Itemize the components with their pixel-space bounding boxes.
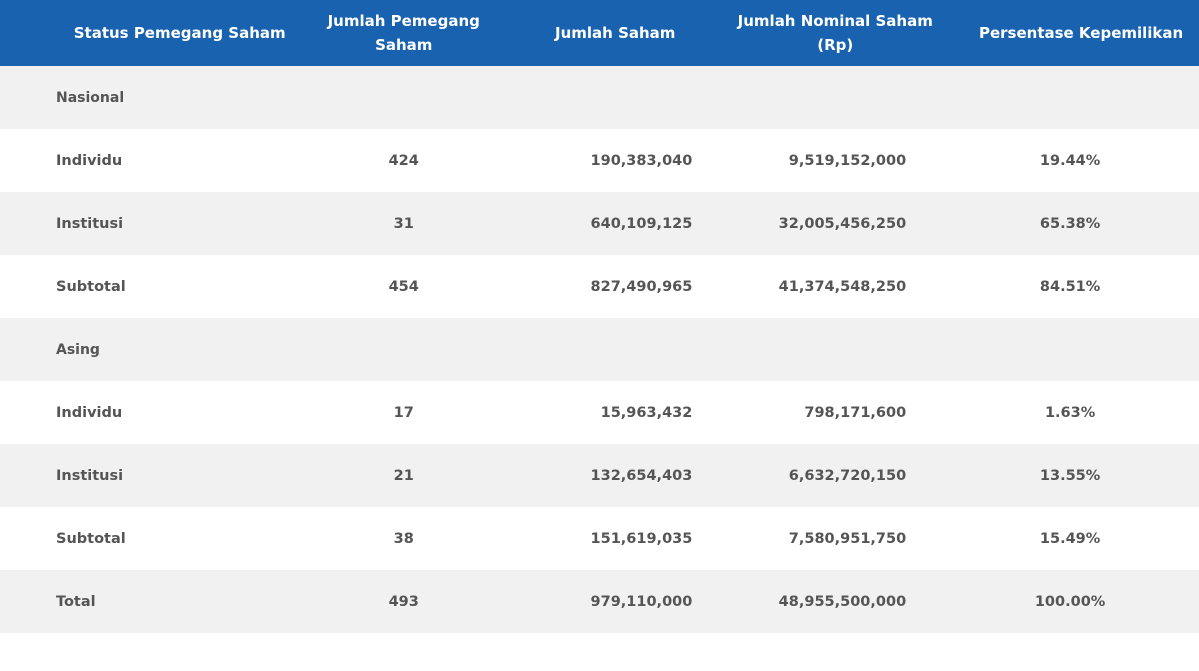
nominal-cell: 48,955,500,000 [778, 593, 907, 610]
percent-cell [953, 318, 1199, 381]
status-cell: Institusi [56, 215, 124, 232]
nominal-cell [712, 66, 953, 129]
shareholder-table: Status Pemegang Saham Jumlah Pemegang Sa… [0, 0, 1199, 633]
shares-cell: 15,963,432 [600, 404, 693, 421]
percent-cell: 1.63% [1044, 404, 1096, 421]
shares-cell: 979,110,000 [590, 593, 693, 610]
holders-cell: 21 [393, 467, 414, 484]
percent-cell: 65.38% [1039, 215, 1101, 232]
nominal-cell: 32,005,456,250 [778, 215, 907, 232]
shares-cell [498, 66, 712, 129]
nominal-cell: 6,632,720,150 [788, 467, 907, 484]
nominal-cell: 7,580,951,750 [788, 530, 907, 547]
table-row: Subtotal 38 151,619,035 7,580,951,750 15.49% [0, 507, 1199, 570]
table-row: Institusi 21 132,654,403 6,632,720,150 13.55… [0, 444, 1199, 507]
group-row: Asing [0, 318, 1199, 381]
shares-cell: 190,383,040 [590, 152, 693, 169]
status-cell: Subtotal [56, 530, 126, 547]
group-row: Nasional [0, 66, 1199, 129]
holders-cell: 38 [393, 530, 414, 547]
percent-cell: 13.55% [1039, 467, 1101, 484]
shares-cell: 132,654,403 [590, 467, 693, 484]
holders-cell [309, 66, 498, 129]
table-row: Individu 17 15,963,432 798,171,600 1.63% [0, 381, 1199, 444]
nominal-cell [712, 318, 953, 381]
nominal-cell: 41,374,548,250 [778, 278, 907, 295]
status-cell: Institusi [56, 467, 124, 484]
percent-cell: 19.44% [1039, 152, 1101, 169]
percent-cell: 84.51% [1039, 278, 1101, 295]
holders-cell: 493 [388, 593, 419, 610]
table-row: Institusi 31 640,109,125 32,005,456,250 65.3… [0, 192, 1199, 255]
percent-cell: 15.49% [1039, 530, 1101, 547]
percent-cell: 100.00% [1034, 593, 1106, 610]
holders-cell [309, 318, 498, 381]
percent-cell [953, 66, 1199, 129]
status-cell: Asing [56, 341, 100, 358]
table-row: Total 493 979,110,000 48,955,500,000 100.00% [0, 570, 1199, 633]
shares-cell: 827,490,965 [590, 278, 693, 295]
holders-cell: 17 [393, 404, 414, 421]
holders-cell: 424 [388, 152, 419, 169]
shares-cell: 151,619,035 [590, 530, 693, 547]
status-cell: Individu [56, 404, 123, 421]
holders-cell: 454 [388, 278, 419, 295]
status-cell: Nasional [56, 89, 125, 106]
holders-cell: 31 [393, 215, 414, 232]
nominal-cell: 9,519,152,000 [788, 152, 907, 169]
header-holders: Jumlah Pemegang Saham [327, 12, 480, 54]
status-cell: Individu [56, 152, 123, 169]
status-cell: Total [56, 593, 96, 610]
table-row: Individu 424 190,383,040 9,519,152,000 19.44… [0, 129, 1199, 192]
table-row: Subtotal 454 827,490,965 41,374,548,250 84.5… [0, 255, 1199, 318]
header-percent: Persentase Kepemilikan [978, 24, 1184, 42]
shares-cell: 640,109,125 [590, 215, 693, 232]
header-shares: Jumlah Saham [555, 24, 676, 42]
header-nominal: Jumlah Nominal Saham (Rp) [737, 12, 933, 54]
header-status: Status Pemegang Saham [73, 24, 286, 42]
table-header-row: Status Pemegang Saham Jumlah Pemegang Sa… [0, 0, 1199, 66]
nominal-cell: 798,171,600 [804, 404, 907, 421]
status-cell: Subtotal [56, 278, 126, 295]
shares-cell [498, 318, 712, 381]
